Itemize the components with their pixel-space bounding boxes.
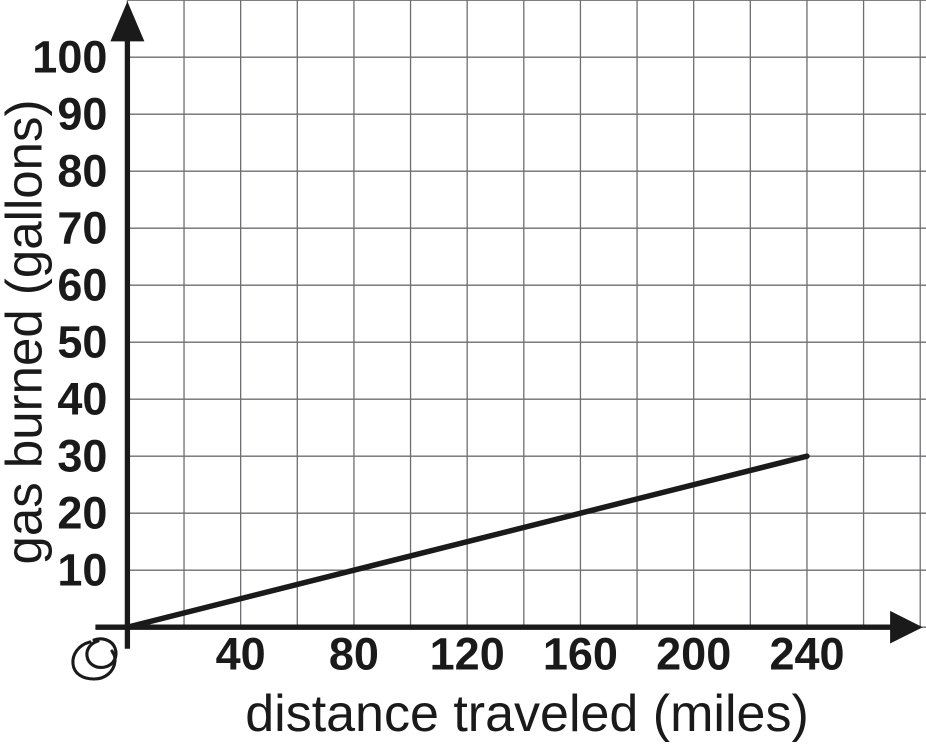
svg-text:gas burned (gallons): gas burned (gallons) (0, 100, 52, 565)
svg-text:160: 160 (543, 629, 618, 680)
svg-text:120: 120 (430, 629, 505, 680)
svg-text:20: 20 (57, 488, 107, 539)
svg-text:100: 100 (32, 32, 107, 83)
svg-text:80: 80 (57, 146, 107, 197)
svg-text:240: 240 (769, 629, 844, 680)
svg-text:distance traveled (miles): distance traveled (miles) (245, 685, 809, 743)
svg-text:40: 40 (57, 374, 107, 425)
svg-text:10: 10 (57, 545, 107, 596)
svg-text:30: 30 (57, 431, 107, 482)
svg-text:70: 70 (57, 203, 107, 254)
svg-text:60: 60 (57, 260, 107, 311)
svg-text:80: 80 (329, 629, 379, 680)
svg-text:90: 90 (57, 89, 107, 140)
svg-text:200: 200 (656, 629, 731, 680)
svg-text:40: 40 (216, 629, 266, 680)
svg-text:50: 50 (57, 317, 107, 368)
